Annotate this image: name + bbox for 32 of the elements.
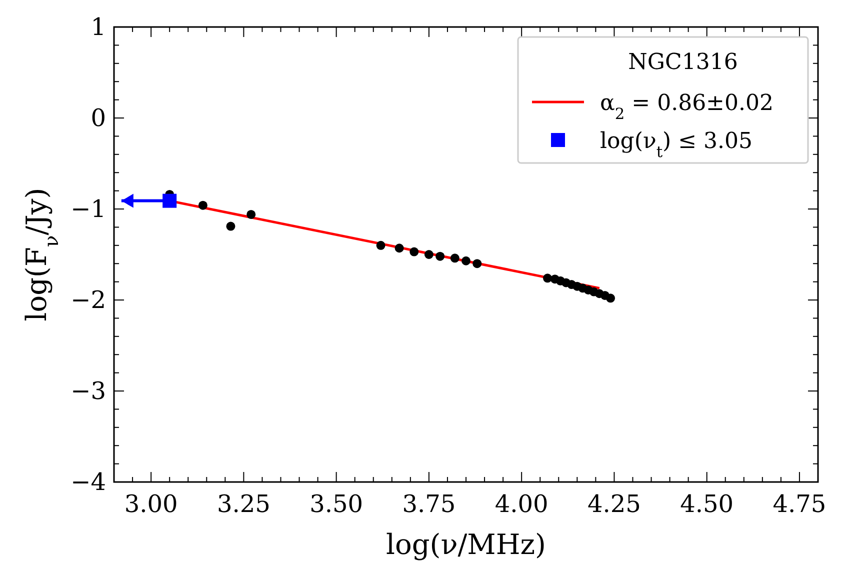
legend-title: NGC1316: [628, 50, 738, 75]
x-tick-label: 3.50: [310, 490, 364, 518]
point: [410, 247, 419, 256]
x-tick-label: 4.75: [772, 490, 826, 518]
point: [246, 210, 256, 219]
x-tick-label: 3.75: [402, 490, 456, 518]
x-tick-label: 4.00: [494, 490, 548, 518]
y-tick-label: −1: [70, 195, 106, 223]
point: [376, 240, 386, 250]
legend-label: α$_{2}$ = 0.86±0.02: [600, 91, 774, 123]
y-tick-label: −2: [70, 286, 106, 314]
point: [226, 222, 236, 231]
legend-label: log(ν$_{t}$) ≤ 3.05: [600, 129, 753, 161]
x-tick-label: 3.25: [216, 490, 270, 518]
x-tick-label: 4.25: [587, 490, 641, 518]
y-tick-label: −4: [70, 468, 106, 496]
point: [436, 252, 445, 261]
point: [394, 244, 404, 253]
point: [472, 259, 482, 268]
point: [162, 194, 177, 208]
point: [424, 250, 434, 259]
point: [543, 274, 552, 283]
point: [606, 294, 616, 303]
point: [462, 256, 470, 266]
x-tick-label: 3.00: [124, 490, 178, 518]
x-tick-label: 4.50: [680, 490, 734, 518]
y-tick-label: 0: [90, 104, 106, 132]
point: [198, 200, 208, 210]
x-axis-title: log(ν/MHz): [386, 528, 546, 561]
point: [450, 254, 460, 263]
y-tick-label: 1: [90, 13, 106, 41]
y-tick-label: −3: [70, 377, 106, 405]
